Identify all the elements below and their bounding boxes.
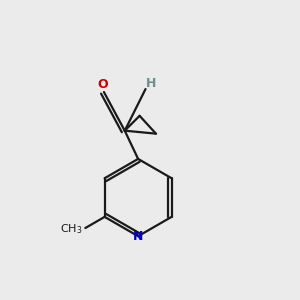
- Text: H: H: [146, 77, 156, 90]
- Text: CH$_3$: CH$_3$: [60, 223, 82, 236]
- Text: N: N: [133, 230, 143, 243]
- Text: O: O: [97, 78, 108, 91]
